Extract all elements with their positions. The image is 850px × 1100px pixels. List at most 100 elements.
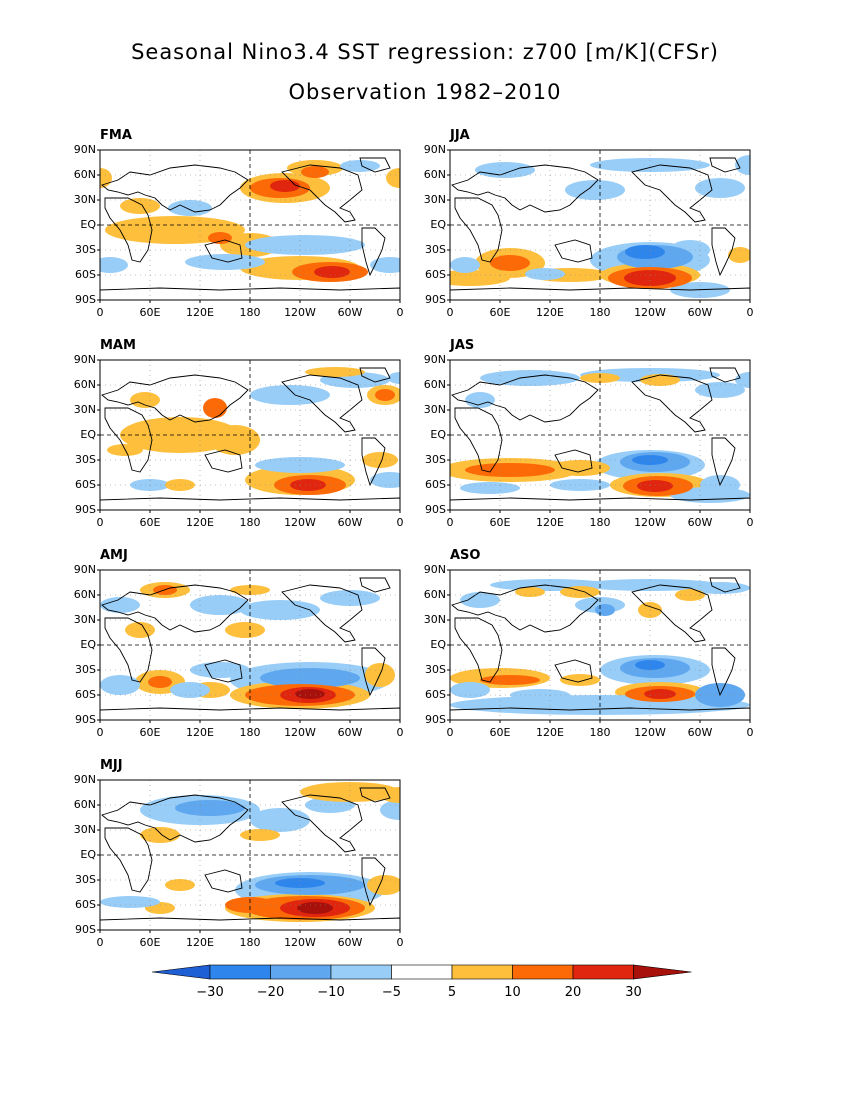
map-plot bbox=[447, 359, 751, 513]
lon-tick-label: 60E bbox=[489, 726, 511, 739]
lon-tick-label: 120W bbox=[284, 936, 316, 949]
negative-anomaly-region bbox=[370, 472, 400, 488]
lon-tick-label: 60W bbox=[337, 306, 363, 319]
lon-tick-label: 180 bbox=[589, 516, 611, 529]
lat-tick-label: 60N bbox=[73, 378, 96, 391]
colorbar-level-label: −10 bbox=[317, 985, 344, 1000]
lat-tick-label: 90N bbox=[73, 143, 96, 156]
lat-tick-label: EQ bbox=[80, 638, 96, 651]
coastline bbox=[101, 584, 249, 633]
colorbar-max-arrow bbox=[633, 964, 692, 980]
colorbar-segment bbox=[451, 964, 513, 980]
positive-anomaly-region bbox=[140, 827, 180, 843]
lat-tick-label: 90S bbox=[425, 503, 446, 516]
negative-anomaly-region bbox=[695, 178, 745, 198]
lat-tick-label: 30N bbox=[73, 193, 96, 206]
lat-tick-label: 60N bbox=[423, 378, 446, 391]
lat-tick-label: 60S bbox=[75, 478, 96, 491]
panel-title: AMJ bbox=[100, 548, 128, 563]
lon-tick-label: 120E bbox=[536, 306, 564, 319]
coastline bbox=[711, 647, 736, 697]
lat-tick-label: EQ bbox=[80, 848, 96, 861]
lon-tick-label: 60E bbox=[489, 516, 511, 529]
positive-anomaly-region bbox=[305, 367, 365, 377]
lon-tick-label: 120W bbox=[634, 726, 666, 739]
lat-tick-label: 30S bbox=[425, 663, 446, 676]
positive-anomaly-region bbox=[644, 689, 676, 699]
colorbar: −30 −20 −10 −5 5 10 20 30 bbox=[151, 964, 692, 1000]
lat-tick-label: 60S bbox=[425, 268, 446, 281]
lon-tick-label: 120W bbox=[284, 306, 316, 319]
lat-tick-label: 30S bbox=[75, 243, 96, 256]
positive-anomaly-region bbox=[203, 398, 227, 418]
lat-tick-label: 60S bbox=[75, 898, 96, 911]
negative-anomaly-region bbox=[245, 235, 365, 255]
coastline bbox=[711, 227, 736, 277]
lat-tick-label: EQ bbox=[430, 218, 446, 231]
lat-tick-label: 30N bbox=[423, 613, 446, 626]
figure-title: Seasonal Nino3.4 SST regression: z700 [m… bbox=[131, 40, 719, 64]
negative-anomaly-region bbox=[340, 160, 380, 172]
lat-tick-label: 90S bbox=[75, 503, 96, 516]
lon-tick-label: 0 bbox=[396, 726, 404, 739]
panel-title: JJA bbox=[450, 128, 470, 143]
coastline bbox=[281, 374, 363, 433]
lon-tick-label: 60E bbox=[489, 306, 511, 319]
coastline bbox=[101, 794, 249, 843]
lat-tick-label: EQ bbox=[80, 428, 96, 441]
colorbar-level-label: 5 bbox=[448, 985, 456, 1000]
colorbar-level-label: −5 bbox=[382, 985, 401, 1000]
lat-tick-label: 30S bbox=[425, 453, 446, 466]
coastline bbox=[711, 437, 736, 487]
lat-tick-label: 60S bbox=[75, 688, 96, 701]
lat-tick-label: EQ bbox=[430, 638, 446, 651]
coastline bbox=[554, 659, 593, 683]
lon-tick-label: 60W bbox=[337, 726, 363, 739]
positive-anomaly-region bbox=[480, 675, 540, 685]
lon-tick-label: 0 bbox=[446, 516, 454, 529]
lon-tick-label: 60E bbox=[139, 306, 161, 319]
coastline bbox=[204, 659, 243, 683]
lat-tick-label: 60N bbox=[423, 588, 446, 601]
negative-anomaly-region bbox=[595, 604, 615, 616]
coastline bbox=[359, 577, 391, 593]
negative-anomaly-region bbox=[465, 392, 495, 408]
coastline bbox=[281, 794, 363, 853]
negative-anomaly-region bbox=[370, 257, 400, 273]
lon-tick-label: 60E bbox=[139, 726, 161, 739]
lat-tick-label: 90S bbox=[425, 293, 446, 306]
negative-anomaly-region bbox=[250, 385, 330, 405]
lon-tick-label: 60E bbox=[139, 516, 161, 529]
colorbar-segment bbox=[270, 964, 332, 980]
negative-anomaly-region bbox=[475, 162, 535, 178]
coastline bbox=[361, 437, 386, 487]
coastline bbox=[104, 617, 153, 683]
negative-anomaly-region bbox=[100, 675, 140, 695]
coastline bbox=[631, 164, 713, 223]
negative-anomaly-region bbox=[190, 595, 250, 615]
lon-tick-label: 120E bbox=[186, 306, 214, 319]
coastline bbox=[450, 707, 750, 720]
figure-subtitle: Observation 1982–2010 bbox=[288, 80, 562, 104]
coastline bbox=[454, 407, 503, 473]
negative-anomaly-region bbox=[260, 668, 360, 688]
negative-anomaly-region bbox=[735, 155, 750, 175]
coastline bbox=[554, 239, 593, 263]
lon-tick-label: 120E bbox=[186, 726, 214, 739]
lon-tick-label: 0 bbox=[396, 516, 404, 529]
lat-tick-label: 30N bbox=[73, 613, 96, 626]
lat-tick-label: 90N bbox=[423, 143, 446, 156]
coastline bbox=[101, 374, 249, 423]
map-plot bbox=[97, 149, 401, 303]
coastline bbox=[100, 707, 400, 720]
coastline bbox=[204, 239, 243, 263]
lon-tick-label: 0 bbox=[396, 306, 404, 319]
coastline bbox=[359, 787, 391, 803]
positive-anomaly-region bbox=[210, 425, 260, 455]
positive-anomaly-region bbox=[624, 270, 676, 286]
positive-anomaly-region bbox=[230, 585, 270, 595]
lon-tick-label: 120E bbox=[186, 516, 214, 529]
map-plot bbox=[447, 569, 751, 723]
lat-tick-label: EQ bbox=[430, 428, 446, 441]
lon-tick-label: 180 bbox=[239, 936, 261, 949]
